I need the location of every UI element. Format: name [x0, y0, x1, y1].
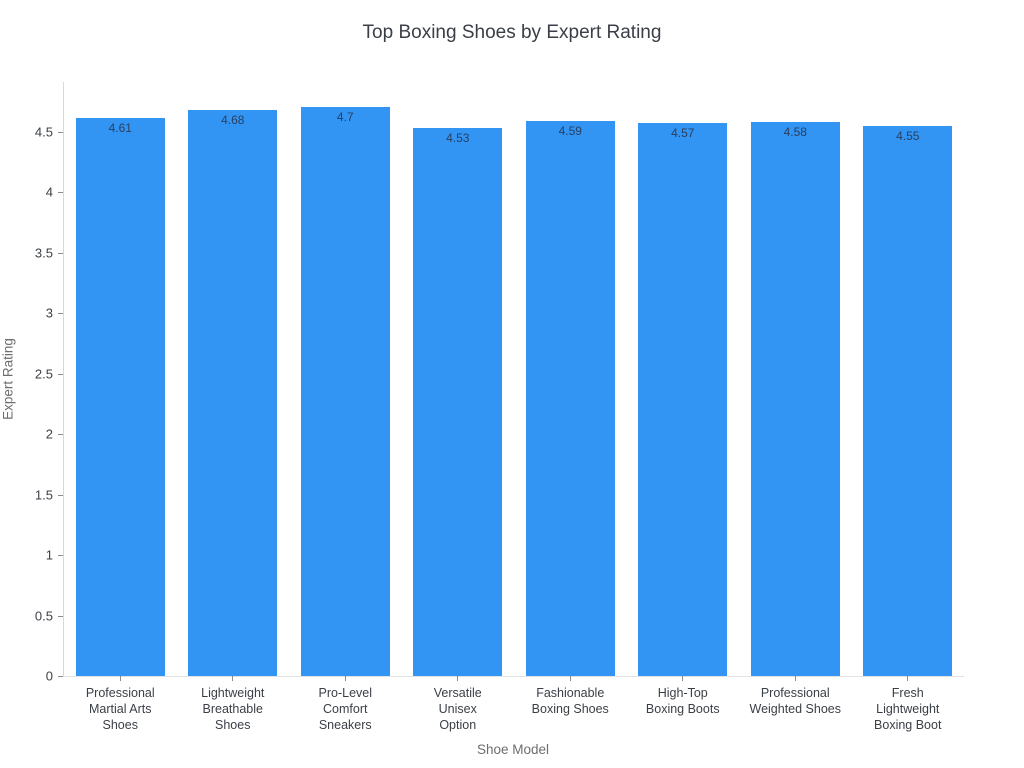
y-tick-mark — [58, 434, 63, 436]
x-tick-slot: Fresh Lightweight Boxing Boot — [852, 676, 965, 733]
x-tick-label: Lightweight Breathable Shoes — [201, 686, 265, 732]
x-axis-title: Shoe Model — [476, 742, 550, 757]
x-tick-slot: Versatile Unisex Option — [402, 676, 515, 733]
bar-1: 4.61 — [75, 118, 165, 676]
bar-4: 4.53 — [413, 127, 503, 676]
bar-value-label: 4.7 — [336, 110, 354, 125]
x-tick-mark — [232, 676, 234, 681]
bar-value-label: 4.53 — [446, 130, 470, 145]
y-tick-label: 1.5 — [34, 487, 53, 503]
x-tick-mark — [794, 676, 796, 681]
x-tick-slot: Lightweight Breathable Shoes — [177, 676, 290, 733]
x-tick-label: Pro-Level Comfort Sneakers — [318, 686, 373, 732]
x-tick-mark — [907, 676, 909, 681]
bar-7: 4.58 — [750, 121, 840, 676]
bar-6: 4.57 — [638, 123, 728, 676]
x-tick-label: Fashionable Boxing Shoes — [531, 686, 609, 716]
y-tick-label: 3.5 — [34, 245, 53, 261]
y-tick-mark — [58, 373, 63, 375]
x-tick-label: High-Top Boxing Boots — [645, 686, 720, 716]
bars-container: 4.61 4.68 4.7 4.53 4.59 4.57 4.58 4.55 — [64, 82, 964, 676]
bar-3: 4.7 — [300, 107, 390, 676]
plot-area: 0 0.5 1 1.5 2 2.5 3 3.5 4 4.5 4.61 4.68 4.7 4.53 4.59… — [35, 82, 964, 732]
y-axis-title: Expert Rating — [0, 338, 16, 420]
bar-slot: 4.59 — [514, 82, 627, 676]
bar-5: 4.59 — [525, 120, 615, 676]
bar-slot: 4.61 — [64, 82, 177, 676]
x-tick-mark — [569, 676, 571, 681]
x-tick-mark — [119, 676, 121, 681]
y-tick-mark — [58, 555, 63, 557]
x-tick-slot: Fashionable Boxing Shoes — [514, 676, 627, 733]
bar-2: 4.68 — [188, 109, 278, 676]
bar-value-label: 4.68 — [221, 112, 245, 127]
y-tick-mark — [58, 494, 63, 496]
y-tick-mark — [58, 676, 63, 677]
bar-value-label: 4.59 — [558, 123, 582, 138]
x-tick-label: Versatile Unisex Option — [433, 686, 482, 732]
y-tick-mark — [58, 313, 63, 315]
y-tick-label: 1 — [45, 547, 53, 563]
x-tick-mark — [344, 676, 346, 681]
y-tick-label: 3 — [45, 305, 53, 321]
bar-slot: 4.55 — [852, 82, 965, 676]
y-tick-mark — [58, 192, 63, 194]
bar-slot: 4.53 — [402, 82, 515, 676]
y-tick-label: 4.5 — [34, 124, 53, 140]
y-tick-mark — [58, 615, 63, 617]
bar-value-label: 4.61 — [108, 121, 132, 136]
x-tick-slot: Professional Martial Arts Shoes — [64, 676, 177, 733]
bar-slot: 4.57 — [627, 82, 740, 676]
x-tick-label: Professional Weighted Shoes — [749, 686, 842, 716]
y-tick-label: 0 — [45, 668, 53, 684]
x-tick-slot: Professional Weighted Shoes — [739, 676, 852, 733]
chart-title: Top Boxing Shoes by Expert Rating — [362, 22, 662, 43]
y-tick-label: 0.5 — [34, 608, 53, 624]
x-tick-label: Fresh Lightweight Boxing Boot — [874, 686, 942, 732]
bar-8: 4.55 — [863, 125, 953, 676]
y-tick-label: 2 — [45, 426, 53, 442]
y-tick-label: 2.5 — [34, 366, 53, 382]
x-tick-mark — [682, 676, 684, 681]
x-axis-ticks: Professional Martial Arts Shoes Lightweight… — [64, 676, 964, 733]
x-tick-mark — [457, 676, 459, 681]
x-tick-label: Professional Martial Arts Shoes — [85, 686, 155, 732]
y-tick-mark — [58, 131, 63, 133]
bar-value-label: 4.57 — [671, 126, 695, 141]
bar-slot: 4.68 — [177, 82, 290, 676]
bar-value-label: 4.58 — [783, 124, 807, 139]
x-tick-slot: Pro-Level Comfort Sneakers — [289, 676, 402, 733]
bar-slot: 4.58 — [739, 82, 852, 676]
y-tick-label: 4 — [45, 184, 53, 200]
x-tick-slot: High-Top Boxing Boots — [627, 676, 740, 733]
bar-value-label: 4.55 — [896, 128, 920, 143]
bar-slot: 4.7 — [289, 82, 402, 676]
y-tick-mark — [58, 252, 63, 254]
